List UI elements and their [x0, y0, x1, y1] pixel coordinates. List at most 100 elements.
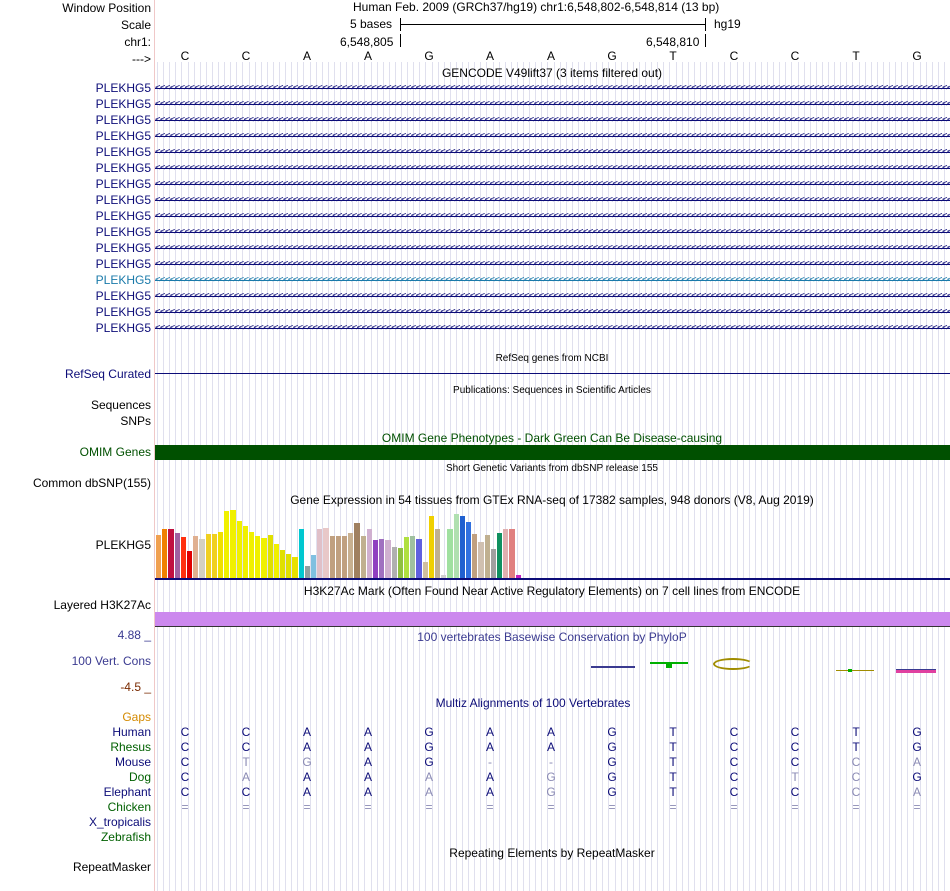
species-label[interactable]: Chicken: [107, 800, 151, 814]
gtex-tissue-bar[interactable]: [224, 510, 230, 578]
gencode-transcript[interactable]: <<<<<<<<<<<<<<<<<<<<<<<<<<<<<<<<<<<<<<<<…: [155, 178, 950, 190]
gencode-row-label[interactable]: PLEKHG5: [95, 273, 151, 287]
gencode-row-label[interactable]: PLEKHG5: [95, 113, 151, 127]
gtex-tissue-bar[interactable]: [397, 547, 403, 578]
gtex-tissue-bar[interactable]: [503, 529, 509, 578]
gtex-tissue-bar[interactable]: [416, 538, 422, 578]
gencode-transcript[interactable]: <<<<<<<<<<<<<<<<<<<<<<<<<<<<<<<<<<<<<<<<…: [155, 306, 950, 318]
gtex-tissue-bar[interactable]: [472, 533, 478, 578]
gtex-tissue-bar[interactable]: [292, 557, 298, 578]
refseq-label[interactable]: RefSeq Curated: [64, 367, 151, 381]
gtex-tissue-bar[interactable]: [205, 533, 211, 578]
gtex-tissue-bar[interactable]: [156, 534, 162, 578]
gtex-tissue-bar[interactable]: [490, 548, 496, 578]
species-label[interactable]: Elephant: [103, 785, 151, 799]
gtex-tissue-bar[interactable]: [391, 547, 397, 578]
phylop-label[interactable]: 100 Vert. Cons: [71, 654, 151, 668]
gencode-transcript[interactable]: <<<<<<<<<<<<<<<<<<<<<<<<<<<<<<<<<<<<<<<<…: [155, 226, 950, 238]
gtex-tissue-bar[interactable]: [354, 523, 360, 578]
omim-bar[interactable]: [155, 445, 950, 460]
sequences-label[interactable]: Sequences: [90, 398, 151, 412]
gtex-tissue-bar[interactable]: [453, 513, 459, 578]
gtex-tissue-bar[interactable]: [466, 522, 472, 578]
gtex-tissue-bar[interactable]: [323, 527, 329, 578]
gtex-tissue-bar[interactable]: [509, 529, 515, 578]
gtex-tissue-bar[interactable]: [286, 554, 292, 578]
gtex-tissue-bar[interactable]: [366, 529, 372, 578]
gtex-tissue-bar[interactable]: [199, 538, 205, 578]
gencode-row-label[interactable]: PLEKHG5: [95, 97, 151, 111]
gtex-tissue-bar[interactable]: [304, 566, 310, 578]
gencode-row-label[interactable]: PLEKHG5: [95, 193, 151, 207]
gtex-label[interactable]: PLEKHG5: [95, 538, 151, 552]
gencode-row-label[interactable]: PLEKHG5: [95, 129, 151, 143]
gencode-transcript[interactable]: <<<<<<<<<<<<<<<<<<<<<<<<<<<<<<<<<<<<<<<<…: [155, 242, 950, 254]
species-label[interactable]: Mouse: [114, 755, 151, 769]
gencode-transcript[interactable]: <<<<<<<<<<<<<<<<<<<<<<<<<<<<<<<<<<<<<<<<…: [155, 258, 950, 270]
gencode-transcript[interactable]: <<<<<<<<<<<<<<<<<<<<<<<<<<<<<<<<<<<<<<<<…: [155, 114, 950, 126]
gtex-tissue-bar[interactable]: [242, 525, 248, 578]
dbsnp-label[interactable]: Common dbSNP(155): [32, 476, 151, 490]
repeatmasker-label[interactable]: RepeatMasker: [72, 860, 151, 874]
gtex-tissue-bar[interactable]: [187, 551, 193, 578]
species-label[interactable]: Human: [112, 725, 151, 739]
gtex-tissue-bar[interactable]: [193, 536, 199, 578]
gtex-tissue-bar[interactable]: [515, 574, 521, 578]
gtex-tissue-bar[interactable]: [410, 536, 416, 578]
gtex-tissue-bar[interactable]: [298, 529, 304, 578]
gencode-transcript[interactable]: <<<<<<<<<<<<<<<<<<<<<<<<<<<<<<<<<<<<<<<<…: [155, 210, 950, 222]
gtex-tissue-bar[interactable]: [255, 536, 261, 578]
gtex-tissue-bar[interactable]: [342, 536, 348, 578]
gtex-tissue-bar[interactable]: [174, 532, 180, 578]
gtex-tissue-bar[interactable]: [484, 534, 490, 578]
gencode-row-label[interactable]: PLEKHG5: [95, 81, 151, 95]
gtex-tissue-bar[interactable]: [428, 516, 434, 578]
gencode-row-label[interactable]: PLEKHG5: [95, 161, 151, 175]
gencode-transcript[interactable]: <<<<<<<<<<<<<<<<<<<<<<<<<<<<<<<<<<<<<<<<…: [155, 82, 950, 94]
gtex-tissue-bar[interactable]: [311, 554, 317, 578]
gaps-label[interactable]: Gaps: [122, 710, 151, 724]
gtex-tissue-bar[interactable]: [373, 540, 379, 578]
gencode-row-label[interactable]: PLEKHG5: [95, 257, 151, 271]
gtex-tissue-bar[interactable]: [497, 533, 503, 578]
species-label[interactable]: X_tropicalis: [88, 815, 151, 829]
gencode-row-label[interactable]: PLEKHG5: [95, 145, 151, 159]
gtex-tissue-bar[interactable]: [404, 537, 410, 578]
species-label[interactable]: Rhesus: [110, 740, 151, 754]
gtex-tissue-bar[interactable]: [348, 533, 354, 578]
gencode-transcript[interactable]: <<<<<<<<<<<<<<<<<<<<<<<<<<<<<<<<<<<<<<<<…: [155, 162, 950, 174]
gtex-tissue-bar[interactable]: [261, 538, 267, 578]
gtex-tissue-bar[interactable]: [435, 529, 441, 578]
gtex-tissue-bar[interactable]: [211, 533, 217, 578]
snps-label[interactable]: SNPs: [120, 414, 151, 428]
gencode-transcript[interactable]: <<<<<<<<<<<<<<<<<<<<<<<<<<<<<<<<<<<<<<<<…: [155, 274, 950, 286]
gencode-row-label[interactable]: PLEKHG5: [95, 225, 151, 239]
gtex-tissue-bar[interactable]: [249, 531, 255, 578]
gencode-row-label[interactable]: PLEKHG5: [95, 241, 151, 255]
gtex-tissue-bar[interactable]: [459, 515, 465, 578]
gtex-tissue-bar[interactable]: [447, 529, 453, 578]
gtex-tissue-bar[interactable]: [317, 529, 323, 578]
gencode-row-label[interactable]: PLEKHG5: [95, 177, 151, 191]
gtex-tissue-bar[interactable]: [273, 544, 279, 578]
gtex-tissue-bar[interactable]: [335, 536, 341, 578]
gtex-tissue-bar[interactable]: [329, 536, 335, 578]
gtex-bar-chart[interactable]: [155, 508, 535, 578]
gencode-row-label[interactable]: PLEKHG5: [95, 305, 151, 319]
gencode-transcript[interactable]: <<<<<<<<<<<<<<<<<<<<<<<<<<<<<<<<<<<<<<<<…: [155, 146, 950, 158]
gtex-tissue-bar[interactable]: [478, 541, 484, 578]
gtex-tissue-bar[interactable]: [162, 529, 168, 578]
gtex-tissue-bar[interactable]: [360, 536, 366, 578]
gencode-row-label[interactable]: PLEKHG5: [95, 289, 151, 303]
gencode-transcript[interactable]: <<<<<<<<<<<<<<<<<<<<<<<<<<<<<<<<<<<<<<<<…: [155, 98, 950, 110]
species-label[interactable]: Zebrafish: [100, 830, 151, 844]
gtex-tissue-bar[interactable]: [168, 529, 174, 578]
gtex-tissue-bar[interactable]: [267, 535, 273, 578]
gtex-tissue-bar[interactable]: [441, 574, 447, 578]
gencode-transcript[interactable]: <<<<<<<<<<<<<<<<<<<<<<<<<<<<<<<<<<<<<<<<…: [155, 130, 950, 142]
gtex-tissue-bar[interactable]: [236, 520, 242, 578]
refseq-gene-line[interactable]: [155, 373, 950, 374]
gencode-transcript[interactable]: <<<<<<<<<<<<<<<<<<<<<<<<<<<<<<<<<<<<<<<<…: [155, 290, 950, 302]
gtex-tissue-bar[interactable]: [379, 538, 385, 578]
omim-label[interactable]: OMIM Genes: [79, 445, 151, 459]
